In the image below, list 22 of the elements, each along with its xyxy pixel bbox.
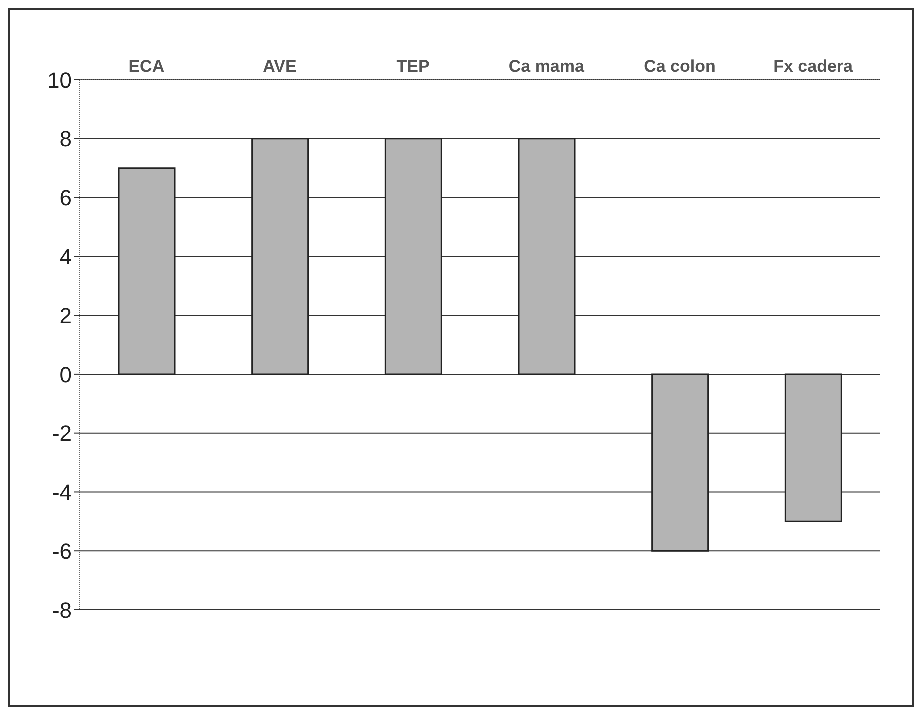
bar [384,138,442,376]
x-tick-label: AVE [263,57,297,76]
x-tick-label: ECA [128,57,165,76]
y-tick-label: 2 [60,303,72,328]
x-tick-label: Fx cadera [774,57,854,76]
y-tick-label: -4 [52,480,72,506]
x-tick-label: Ca mama [508,57,586,76]
y-tick-label: 6 [60,186,72,211]
bar [118,168,176,376]
x-tick-label: TEP [396,57,430,76]
bar [252,138,310,376]
y-tick-label: 10 [48,68,72,93]
y-tick-label: 0 [60,362,72,388]
bar [652,374,710,552]
bar [784,374,842,522]
bar [518,138,576,376]
y-tick-label: -8 [52,598,72,623]
y-tick-label: 8 [60,126,72,152]
y-tick-label: 4 [60,244,72,270]
x-tick-label: Ca colon [644,57,716,76]
y-tick-label: -6 [52,538,72,564]
y-tick-label: -2 [52,421,72,446]
